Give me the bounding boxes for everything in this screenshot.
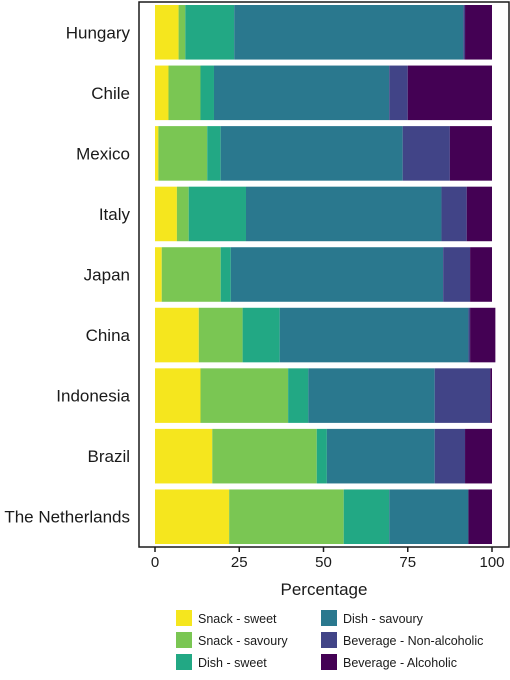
bar-segment-0-4 [463, 5, 466, 60]
bar-segment-6-3 [308, 368, 435, 423]
bar-segment-4-0 [155, 247, 162, 302]
bar-segment-1-3 [213, 65, 390, 121]
bar-segment-2-3 [220, 126, 403, 181]
legend-swatch [321, 654, 337, 670]
legend-label: Snack - sweet [198, 612, 277, 626]
bar-segment-1-2 [200, 65, 214, 121]
category-label: Mexico [76, 144, 130, 163]
bar-segment-6-5 [490, 368, 492, 423]
bar-segment-3-5 [466, 186, 492, 242]
bar-segment-4-1 [161, 247, 221, 302]
bar-segment-3-4 [441, 186, 467, 242]
bar-segment-3-3 [245, 186, 442, 242]
bar-segment-5-1 [198, 307, 243, 363]
bar-segment-6-4 [434, 368, 491, 423]
bar-segment-4-2 [220, 247, 231, 302]
bar-segment-1-1 [168, 65, 201, 121]
category-labels: Hungary Chile Mexico Italy Japan China Indones… [4, 23, 130, 526]
x-tick-label: 75 [399, 554, 416, 571]
bar-segment-8-2 [343, 489, 390, 544]
bar-segment-8-5 [468, 489, 492, 544]
x-tick-label: 100 [479, 554, 504, 571]
legend-swatch [176, 610, 192, 626]
category-label: Hungary [66, 23, 131, 42]
bar-segment-8-0 [155, 489, 230, 544]
x-tick-label: 25 [231, 554, 248, 571]
bar-segment-8-3 [389, 489, 469, 544]
bar-segment-2-4 [402, 126, 450, 181]
x-axis-title: Percentage [281, 580, 368, 599]
bar-segment-7-3 [326, 428, 435, 484]
bar-segment-0-3 [234, 5, 464, 60]
legend-label: Snack - savoury [198, 634, 288, 648]
bars-layer [155, 5, 496, 544]
legend-label: Beverage - Non-alcoholic [343, 634, 483, 648]
bar-segment-2-2 [207, 126, 221, 181]
category-label: Indonesia [56, 387, 130, 406]
bar-segment-2-5 [449, 126, 492, 181]
bar-segment-0-2 [185, 5, 235, 60]
bar-segment-8-1 [229, 489, 344, 544]
bar-segment-7-5 [465, 428, 492, 484]
legend-swatch [321, 632, 337, 648]
bar-segment-5-3 [279, 307, 469, 363]
bar-segment-7-1 [212, 428, 317, 484]
bar-segment-0-5 [465, 5, 492, 60]
bar-segment-5-5 [470, 307, 496, 363]
category-label: The Netherlands [4, 508, 130, 527]
bar-segment-7-4 [434, 428, 466, 484]
legend-label: Dish - savoury [343, 612, 424, 626]
bar-segment-4-3 [230, 247, 444, 302]
bar-segment-4-5 [470, 247, 492, 302]
bar-segment-2-1 [158, 126, 208, 181]
bar-segment-1-5 [407, 65, 492, 121]
category-label: Japan [84, 266, 130, 285]
bar-segment-1-0 [155, 65, 169, 121]
bar-segment-4-4 [443, 247, 471, 302]
bar-segment-1-4 [389, 65, 408, 121]
bar-segment-6-0 [155, 368, 201, 423]
bar-segment-7-0 [155, 428, 213, 484]
legend: Snack - sweet Snack - savoury Dish - sweet… [176, 610, 483, 670]
legend-swatch [176, 654, 192, 670]
legend-label: Beverage - Alcoholic [343, 656, 457, 670]
legend-label: Dish - sweet [198, 656, 267, 670]
bar-segment-5-0 [155, 307, 199, 363]
x-tick-label: 0 [151, 554, 159, 571]
category-label: China [86, 326, 131, 345]
category-label: Italy [99, 205, 131, 224]
legend-swatch [176, 632, 192, 648]
bar-segment-7-2 [316, 428, 327, 484]
bar-segment-2-0 [155, 126, 159, 181]
bar-segment-0-0 [155, 5, 179, 60]
bar-segment-6-2 [288, 368, 309, 423]
bar-segment-5-4 [468, 307, 471, 363]
bar-segment-6-1 [200, 368, 289, 423]
bar-segment-3-2 [188, 186, 246, 242]
bar-segment-3-1 [176, 186, 189, 242]
category-label: Brazil [87, 447, 130, 466]
category-label: Chile [91, 84, 130, 103]
x-tick-label: 50 [315, 554, 332, 571]
bar-segment-0-1 [178, 5, 186, 60]
bar-segment-3-0 [155, 186, 177, 242]
x-axis: 0 25 50 75 100 [138, 1, 510, 571]
bar-segment-5-2 [242, 307, 280, 363]
legend-swatch [321, 610, 337, 626]
